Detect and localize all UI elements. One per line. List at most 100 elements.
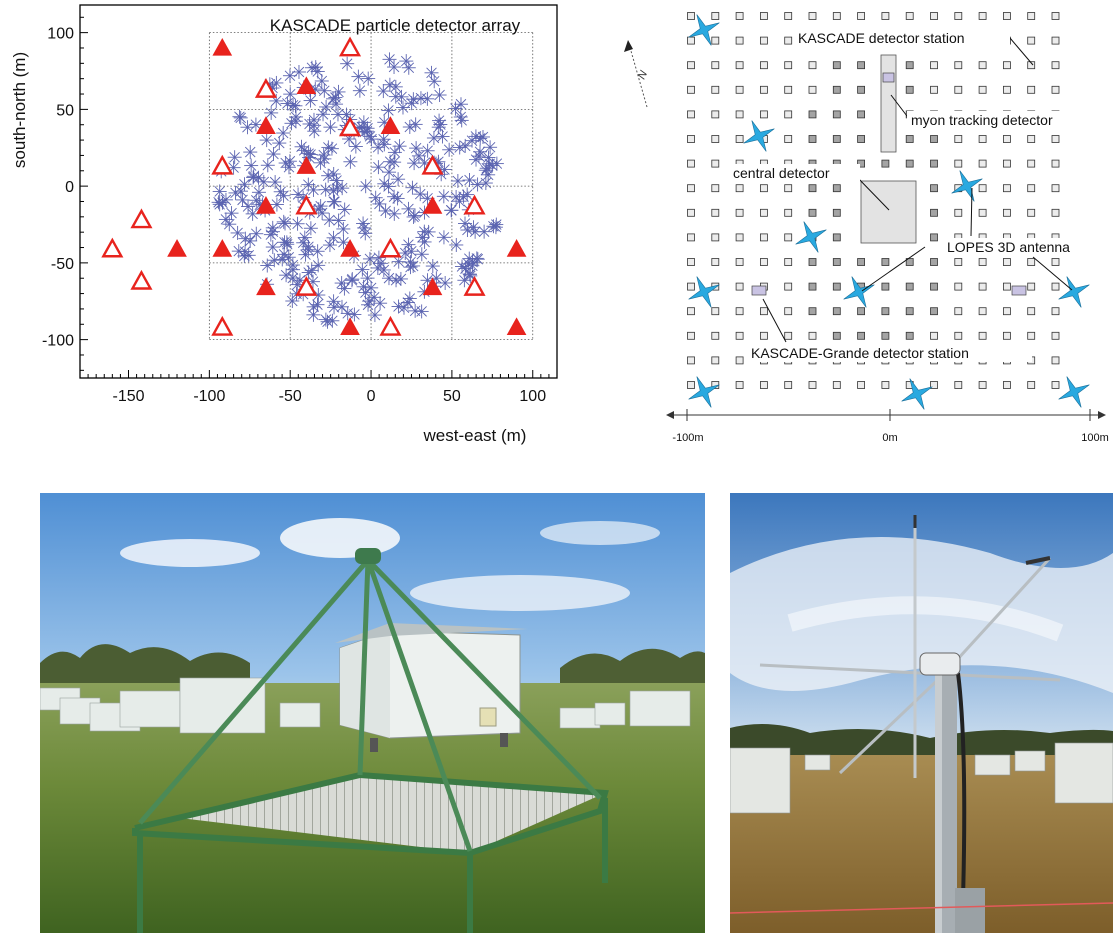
shower-core-star <box>444 203 459 218</box>
shower-core-star <box>465 258 480 273</box>
kascade-detector-station <box>930 307 938 316</box>
kascade-detector-station <box>711 110 720 119</box>
shower-core-star <box>453 109 468 124</box>
kascade-detector-station <box>808 282 817 291</box>
shower-core-star <box>325 313 340 328</box>
kascade-detector-station <box>930 184 938 193</box>
kascade-detector-station <box>1002 85 1011 94</box>
shower-core-star <box>373 296 388 311</box>
shower-core-star <box>361 71 376 86</box>
kascade-detector-station <box>954 85 963 94</box>
shower-core-star <box>283 87 298 102</box>
kascade-detector-station <box>808 381 817 389</box>
shower-core-star <box>224 206 239 221</box>
kascade-detector-station <box>905 331 914 340</box>
shower-core-star <box>403 260 418 275</box>
filled-triangle-marker <box>340 239 360 257</box>
shower-core-star <box>276 188 291 203</box>
kascade-detector-station <box>759 307 768 316</box>
shower-core-star <box>280 96 295 111</box>
shower-core-star <box>408 303 423 318</box>
open-triangle-marker <box>379 315 402 336</box>
myon-label: myon tracking detector <box>911 112 1053 128</box>
kascade-detector-station <box>832 184 841 193</box>
open-triangle-marker <box>338 36 362 57</box>
kascade-detector-station <box>735 233 744 242</box>
kascade-detector-station <box>687 85 695 94</box>
detector-station-photo <box>40 493 705 933</box>
shower-core-star <box>358 285 373 300</box>
lopes-antenna-icon <box>1058 276 1090 308</box>
shower-core-star <box>230 225 245 240</box>
shower-core-star <box>458 216 473 231</box>
kascade-detector-station <box>1002 159 1011 168</box>
shower-core-star <box>212 197 227 212</box>
kascade-detector-station <box>978 61 987 70</box>
shower-core-star <box>378 203 393 218</box>
kascade-detector-station <box>759 36 768 45</box>
kascade-detector-station <box>930 208 938 217</box>
shower-core-star <box>404 244 419 259</box>
kascade-detector-station <box>1002 61 1011 70</box>
kascade-detector-station <box>832 381 841 389</box>
kascade-detector-station <box>711 159 720 168</box>
kascade-detector-station <box>930 331 938 340</box>
kascade-detector-station <box>978 282 987 291</box>
shower-core-star <box>273 184 288 199</box>
kascade-detector-station <box>784 61 793 70</box>
shower-core-star <box>367 308 382 323</box>
shower-core-star <box>387 60 402 75</box>
kascade-detector-station <box>808 12 817 20</box>
x-axis-label: west-east (m) <box>423 426 527 445</box>
kascade-detector-station <box>857 307 866 316</box>
shower-core-star <box>246 169 261 184</box>
kascade-detector-station <box>954 135 963 143</box>
filled-triangle-marker <box>256 277 276 296</box>
kascade-detector-station <box>735 282 744 291</box>
kascade-detector-station <box>808 184 817 193</box>
shower-core-star <box>306 307 321 322</box>
shower-core-star <box>306 299 321 314</box>
kascade-detector-station <box>1027 85 1036 94</box>
shower-core-star <box>404 96 419 111</box>
kascade-detector-station <box>1051 258 1060 266</box>
shower-core-star <box>260 258 275 273</box>
central-label: central detector <box>733 165 830 181</box>
open-triangle-marker <box>463 275 486 296</box>
kascade-detector-station <box>808 307 817 316</box>
kascade-detector-station <box>1051 184 1060 193</box>
shower-core-star <box>417 234 432 249</box>
shower-core-star <box>304 60 319 75</box>
kascade-detector-station <box>832 135 841 143</box>
kascade-detector-station <box>881 307 890 316</box>
shower-core-star <box>335 181 350 196</box>
shower-core-star <box>351 69 366 84</box>
shower-core-star <box>265 240 280 255</box>
shower-core-star <box>470 252 485 267</box>
shower-core-star <box>323 120 338 135</box>
shower-core-star <box>448 101 463 116</box>
kascade-detector-station <box>832 233 841 242</box>
kascade-detector-station <box>905 85 914 94</box>
kascade-detector-station <box>1051 208 1060 217</box>
shower-core-star <box>352 83 367 98</box>
kascade-detector-station <box>930 159 938 168</box>
shower-core-star <box>272 136 287 151</box>
shower-core-star <box>424 65 439 80</box>
kascade-detector-station <box>978 331 987 340</box>
shower-core-star <box>391 172 406 187</box>
shower-core-star <box>264 105 279 120</box>
lopes-antenna-icon <box>901 378 933 410</box>
kascade-detector-station <box>735 61 744 70</box>
kascade-detector-station <box>784 184 793 193</box>
kascade-detector-station <box>759 110 768 119</box>
shower-core-star <box>303 93 318 108</box>
filled-triangle-marker <box>506 317 527 336</box>
kascade-detector-station <box>930 233 938 242</box>
shower-core-star <box>267 253 282 268</box>
kascade-detector-station <box>1027 61 1036 70</box>
kascade-detector-station <box>832 85 841 94</box>
shower-core-star <box>382 77 397 92</box>
kascade-detector-station <box>1027 258 1036 266</box>
filled-triangle-marker <box>212 37 233 56</box>
